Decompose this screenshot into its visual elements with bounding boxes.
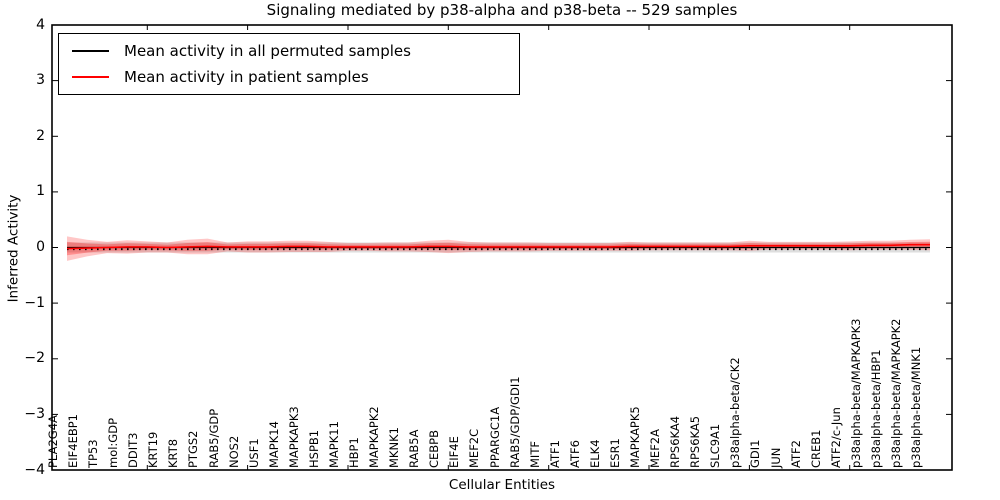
chart-title: Signaling mediated by p38-alpha and p38-… — [266, 1, 738, 19]
x-tick-label: KRT8 — [166, 438, 181, 468]
x-tick-label: p38alpha-beta/MNK1 — [909, 346, 923, 468]
x-tick-label: EIF4EBP1 — [66, 414, 81, 468]
x-tick-label: PTGS2 — [186, 430, 201, 469]
x-tick-label: ATF2/c-Jun — [828, 407, 843, 468]
x-tick-label: RAB5/GDP — [206, 408, 221, 468]
x-tick-label: MAPK14 — [266, 421, 281, 468]
legend-label: Mean activity in patient samples — [124, 68, 369, 86]
x-tick-label: USF1 — [246, 438, 261, 468]
y-tick-label: −3 — [24, 405, 45, 422]
x-tick-label: HBP1 — [347, 437, 362, 468]
x-tick-label: PPARGC1A — [487, 406, 502, 468]
y-tick-label: −1 — [24, 294, 45, 311]
x-tick-label: ATF6 — [567, 440, 582, 468]
x-tick-label: MKNK1 — [387, 427, 402, 468]
y-tick-label: −4 — [24, 461, 45, 478]
y-tick-label: 4 — [36, 16, 45, 33]
patient-mean-line — [66, 243, 930, 250]
x-tick-label: MEF2A — [648, 429, 663, 468]
patient-std-band — [67, 236, 930, 261]
x-tick-label: ELK4 — [587, 439, 602, 468]
legend-item-permuted: Mean activity in all permuted samples — [72, 38, 519, 64]
y-tick-label: −2 — [24, 350, 45, 367]
x-tick-label: NOS2 — [226, 435, 241, 468]
x-tick-label: mol:GDP — [106, 417, 121, 468]
y-tick-label: 0 — [36, 239, 45, 255]
x-tick-label: CEBPB — [427, 429, 442, 468]
patient-line-swatch — [72, 76, 109, 78]
x-tick-label: DDIT3 — [126, 432, 141, 468]
x-tick-label: p38alpha-beta/MAPKAPK2 — [888, 318, 903, 469]
x-tick-label: RAB5/GDP/GDI1 — [507, 376, 522, 468]
x-tick-label: JUN — [768, 447, 783, 468]
x-tick-label: ATF1 — [547, 440, 562, 468]
x-tick-label: ESR1 — [607, 438, 622, 468]
x-tick-label: RPS6KA4 — [668, 415, 683, 468]
x-tick-label: p38alpha-beta/HBP1 — [868, 349, 883, 468]
x-tick-label: MAPK11 — [326, 421, 341, 468]
x-tick-label: RAB5A — [407, 429, 422, 468]
x-tick-label: MAPKAPK5 — [628, 406, 643, 468]
x-tick-label: MITF — [527, 441, 542, 468]
y-tick-label: 3 — [36, 72, 45, 89]
x-axis-label: Cellular Entities — [448, 477, 556, 493]
permuted-line-swatch — [72, 50, 109, 52]
x-tick-label: p38alpha-beta/CK2 — [728, 357, 743, 468]
x-tick-label: MEF2C — [467, 428, 482, 468]
x-tick-label: SLC9A1 — [708, 423, 723, 468]
x-tick-label: PLA2G4A — [46, 415, 60, 468]
y-tick-label: 1 — [36, 183, 45, 200]
y-tick-label: 2 — [36, 127, 45, 144]
x-tick-label: p38alpha-beta/MAPKAPK3 — [848, 318, 863, 469]
x-tick-label: MAPKAPK3 — [286, 406, 301, 468]
x-tick-label: HSPB1 — [306, 429, 321, 468]
x-tick-label: ATF2 — [788, 440, 803, 468]
legend-item-patient: Mean activity in patient samples — [72, 64, 519, 90]
x-tick-label: CREB1 — [808, 429, 823, 469]
x-tick-label: GDI1 — [748, 439, 763, 468]
x-tick-label: MAPKAPK2 — [367, 406, 382, 468]
legend: Mean activity in all permuted samples Me… — [58, 33, 520, 95]
x-tick-label: EIF4E — [447, 436, 462, 468]
patient-std-band-core — [67, 241, 930, 256]
legend-label: Mean activity in all permuted samples — [124, 42, 411, 60]
x-tick-label: TP53 — [86, 439, 101, 468]
x-tick-label: RPS6KA5 — [688, 415, 703, 468]
x-tick-label: KRT19 — [146, 431, 161, 468]
